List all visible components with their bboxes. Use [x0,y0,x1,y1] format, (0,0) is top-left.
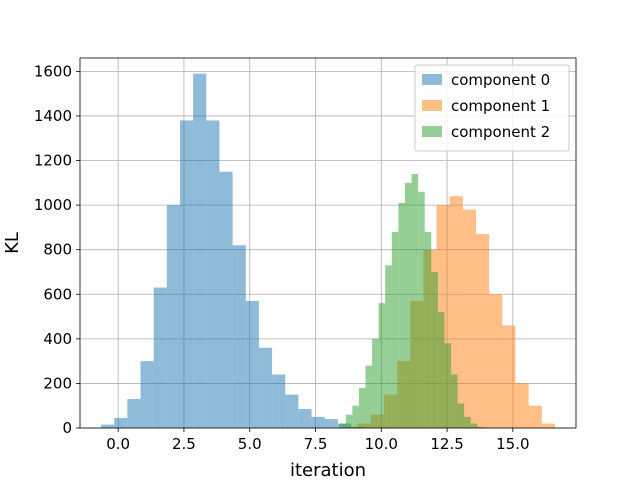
bar-component-2 [431,271,438,428]
y-tick-label: 800 [43,241,72,259]
x-tick-label: 2.5 [172,435,196,453]
legend-swatch [422,74,442,85]
bar-component-2 [404,182,412,428]
bar-component-2 [385,265,392,428]
bar-component-0 [206,120,220,428]
bar-component-0 [166,205,180,428]
y-tick-label: 600 [43,285,72,303]
bar-component-0 [193,73,207,428]
bar-component-2 [365,365,373,428]
bar-component-2 [391,231,399,428]
bar-component-2 [477,426,484,428]
bar-component-0 [298,409,312,428]
bar-component-2 [437,312,445,428]
x-tick-label: 0.0 [106,435,130,453]
legend-label: component 2 [451,123,550,141]
bar-component-1 [462,209,477,428]
bar-component-0 [258,347,273,428]
y-tick-label: 1000 [34,196,72,214]
bar-component-2 [451,374,458,428]
bar-component-0 [285,394,299,428]
bar-component-2 [464,416,471,428]
bar-component-2 [378,303,386,428]
legend-swatch [422,126,442,137]
bar-component-1 [528,405,542,428]
x-axis-ticks: 0.0 2.5 5.0 7.5 10.0 12.5 15.0 [106,428,530,453]
x-axis-label: iteration [290,460,366,480]
x-tick-label: 7.5 [304,435,328,453]
x-tick-label: 10.0 [365,435,398,453]
legend-label: component 0 [451,71,550,89]
bar-component-2 [457,403,465,428]
x-tick-label: 5.0 [238,435,262,453]
y-tick-label: 0 [62,419,72,437]
bar-component-1 [515,383,529,428]
bar-component-0 [245,300,259,428]
bar-component-0 [311,416,325,428]
bar-component-2 [398,202,405,428]
bar-component-2 [339,423,346,428]
y-tick-label: 1600 [34,62,72,80]
bar-component-0 [219,171,233,429]
y-axis-ticks: 0 200 400 600 800 1000 1200 1400 1600 [34,62,80,437]
x-tick-label: 12.5 [430,435,463,453]
bar-component-0 [324,419,338,428]
bar-component-2 [345,414,353,428]
bar-component-2 [411,173,419,428]
legend-box [414,64,570,152]
bar-component-0 [232,245,246,428]
bar-component-2 [418,191,425,428]
bar-component-1 [541,423,555,428]
bar-component-1 [476,234,490,428]
bar-component-0 [101,424,115,428]
bar-component-0 [114,417,128,428]
plot-frame [79,57,577,429]
bar-component-1 [449,196,463,428]
bar-component-0 [127,399,141,428]
bar-component-2 [352,405,359,428]
y-tick-label: 400 [43,330,72,348]
legend-swatch [422,100,442,111]
y-tick-label: 1200 [34,152,72,170]
bar-component-2 [470,423,478,428]
bar-component-1 [489,294,503,428]
y-tick-label: 200 [43,374,72,392]
bar-component-2 [444,343,452,428]
legend-label: component 1 [451,97,550,115]
legend: component 0 component 1 component 2 [414,64,570,152]
bar-component-0 [140,361,154,428]
bar-component-0 [179,120,194,428]
bar-component-2 [358,387,366,428]
x-tick-label: 15.0 [496,435,529,453]
y-tick-label: 1400 [34,107,72,125]
bar-component-2 [424,231,432,428]
bar-component-1 [502,325,516,428]
y-axis-label: KL [2,232,23,254]
bar-component-0 [153,287,167,428]
bar-component-2 [372,338,379,428]
bars-group [101,73,555,429]
bar-component-0 [272,374,286,428]
